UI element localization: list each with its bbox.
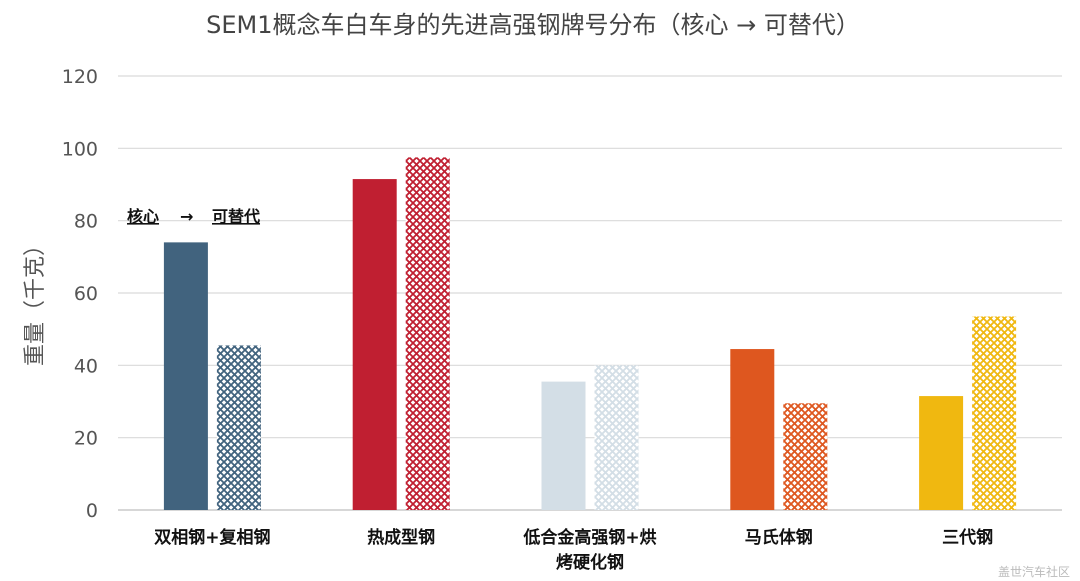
bar-alternative [216,345,261,510]
bar-core [541,381,586,510]
x-category-label: 热成型钢 [367,527,435,548]
bar-alternative [783,403,828,510]
y-tick-label: 40 [74,355,98,377]
bar-core [352,179,397,510]
y-axis-label: 重量（千克） [23,234,48,366]
x-category-label: 双相钢+复相钢 [154,527,270,548]
watermark: 盖世汽车社区 [998,564,1070,579]
y-tick-label: 0 [86,500,98,522]
x-category-label: 低合金高强钢+烘 [522,527,656,548]
x-category-label: 马氏体钢 [745,527,813,548]
y-tick-label: 80 [74,211,98,233]
chart-title: SEM1概念车白车身的先进高强钢牌号分布（核心 → 可替代） [206,11,860,39]
x-category-label: 三代钢 [942,527,993,548]
bar-core [730,349,775,510]
bar-core [919,396,964,510]
annotation-alternative: 可替代 [212,207,260,226]
grid-lines [118,75,1062,511]
y-axis-ticks: 0 20 40 60 80 100 120 [62,66,98,522]
y-tick-label: 20 [74,428,98,450]
annotation-arrow: → [180,207,193,226]
bar-alternative [594,365,639,510]
annotation-core: 核心 [127,207,159,226]
y-tick-label: 60 [74,283,98,305]
bar-alternative [405,157,450,510]
bars [163,157,1017,510]
y-tick-label: 120 [62,66,98,88]
bar-core [163,242,208,510]
y-tick-label: 100 [62,138,98,160]
x-category-label: 烤硬化钢 [556,552,624,573]
bar-alternative [972,316,1017,510]
legend-annotation: 核心 → 可替代 [127,207,260,226]
